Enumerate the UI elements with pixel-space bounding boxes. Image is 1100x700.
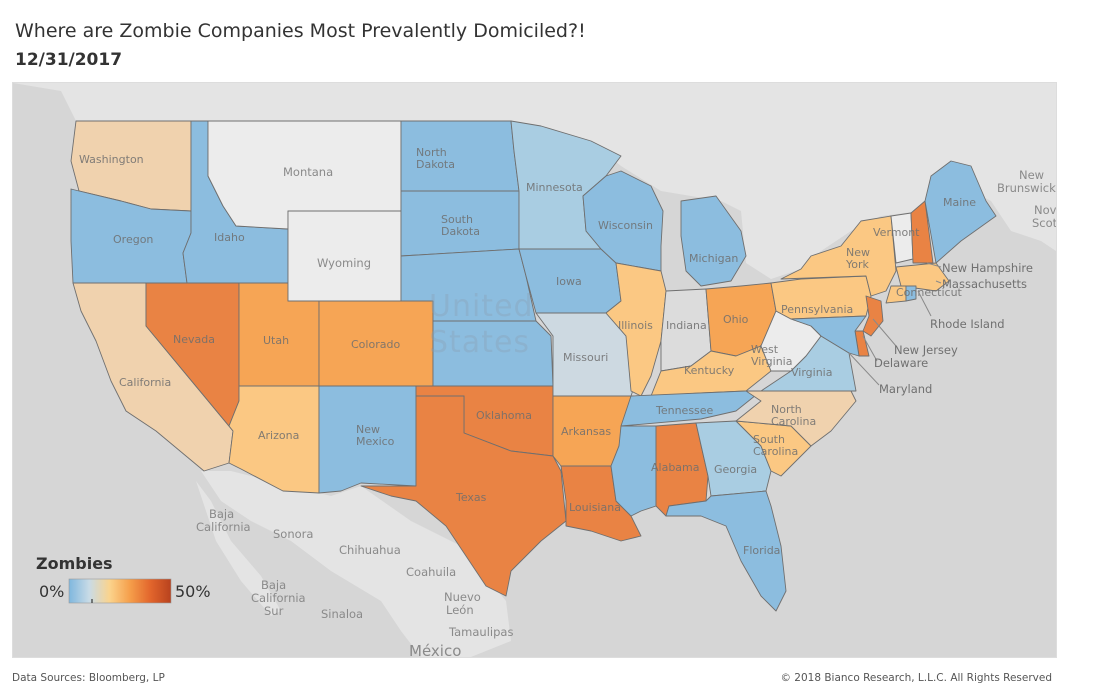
state-label-missouri: Missouri — [563, 351, 608, 364]
state-label-arizona: Arizona — [258, 429, 299, 442]
map-viewport[interactable]: Washington Oregon California Idaho Nevada Uta… — [12, 82, 1057, 658]
geo-labels: Montana Wyoming New Brunswick Nov Scot Baj… — [196, 165, 1056, 657]
legend-min-label: 0% — [39, 582, 64, 601]
states-layer — [70, 120, 997, 612]
state-label-alabama: Alabama — [651, 461, 700, 474]
state-maine[interactable] — [924, 160, 997, 264]
state-label-california: California — [119, 376, 171, 389]
state-label-west-virginia: West Virginia — [751, 343, 792, 368]
state-maryland[interactable] — [790, 315, 867, 357]
state-florida[interactable] — [665, 490, 787, 612]
callout-line-de — [862, 335, 878, 362]
label-tamaulipas: Tamaulipas — [448, 625, 513, 639]
callout-delaware: Delaware — [874, 356, 928, 370]
state-label-vermont: Vermont — [873, 226, 920, 239]
label-wyoming: Wyoming — [317, 256, 371, 270]
label-chihuahua: Chihuahua — [339, 543, 401, 557]
state-label-louisiana: Louisiana — [569, 501, 621, 514]
callouts: New Hampshire Massachusetts Rhode Island… — [848, 261, 1033, 396]
mexico-land — [201, 471, 511, 657]
state-label-ohio: Ohio — [723, 313, 749, 326]
state-label-washington: Washington — [79, 153, 144, 166]
state-label-kentucky: Kentucky — [684, 364, 735, 377]
label-new-brunswick: New Brunswick — [997, 168, 1056, 195]
legend-gradient-bar — [68, 578, 172, 604]
callout-rhode-island: Rhode Island — [930, 317, 1005, 331]
legend-title: Zombies — [36, 554, 113, 573]
state-wisconsin[interactable] — [582, 170, 664, 272]
state-label-connecticut: Connecticut — [896, 286, 963, 299]
state-label-new-york: New York — [845, 246, 870, 271]
us-state-map[interactable]: Washington Oregon California Idaho Nevada Uta… — [13, 83, 1056, 657]
state-kansas[interactable] — [432, 320, 554, 387]
label-baja-california: Baja California — [196, 507, 251, 534]
state-label-oregon: Oregon — [113, 233, 153, 246]
state-label-minnesota: Minnesota — [526, 181, 583, 194]
state-label-virginia: Virginia — [791, 366, 832, 379]
state-texas[interactable] — [360, 395, 567, 597]
state-label-maine: Maine — [943, 196, 976, 209]
state-label-tennessee: Tennessee — [655, 404, 714, 417]
state-label-pennsylvania: Pennsylvania — [781, 303, 853, 316]
state-label-texas: Texas — [455, 491, 487, 504]
callout-line-ma — [935, 280, 942, 284]
canada-land — [13, 83, 1056, 279]
color-legend: Zombies 0% 50% — [36, 554, 211, 604]
callout-maryland: Maryland — [879, 382, 932, 396]
label-sinaloa: Sinaloa — [321, 607, 363, 621]
state-label-colorado: Colorado — [351, 338, 400, 351]
label-mexico: México — [409, 642, 461, 657]
callout-line-nh — [926, 262, 942, 268]
state-label-michigan: Michigan — [689, 252, 738, 265]
footer-sources: Data Sources: Bloomberg, LP — [12, 672, 165, 684]
callout-line-md — [848, 352, 880, 386]
label-nuevo-leon: Nuevo León — [444, 590, 481, 617]
state-michigan[interactable] — [680, 195, 747, 287]
state-label-south-carolina: South Carolina — [753, 433, 798, 458]
label-united: United — [429, 289, 534, 324]
label-sonora: Sonora — [273, 527, 313, 541]
state-labels-layer: Washington Oregon California Idaho Nevada Uta… — [79, 146, 976, 557]
callout-new-jersey: New Jersey — [894, 343, 958, 357]
state-label-nevada: Nevada — [173, 333, 215, 346]
state-rhode-island[interactable] — [905, 285, 917, 302]
state-north-carolina[interactable] — [735, 390, 857, 447]
state-label-south-dakota: South Dakota — [441, 213, 480, 238]
state-label-north-dakota: North Dakota — [416, 146, 455, 171]
state-new-jersey[interactable] — [862, 295, 884, 337]
callout-new-hampshire: New Hampshire — [942, 261, 1033, 275]
state-label-oklahoma: Oklahoma — [476, 409, 532, 422]
label-montana: Montana — [283, 165, 333, 179]
label-coahuila: Coahuila — [406, 565, 456, 579]
state-label-illinois: Illinois — [618, 319, 653, 332]
state-label-iowa: Iowa — [556, 275, 582, 288]
label-baja-california-sur: Baja California Sur — [251, 578, 306, 618]
label-states: States — [429, 325, 530, 360]
legend-max-label: 50% — [175, 582, 211, 601]
page-title: Where are Zombie Companies Most Prevalen… — [15, 20, 586, 42]
footer-copyright: © 2018 Bianco Research, L.L.C. All Right… — [780, 672, 1052, 684]
label-nova-scotia: Nov Scot — [1032, 203, 1056, 230]
state-label-florida: Florida — [743, 544, 780, 557]
page-subtitle: 12/31/2017 — [15, 50, 123, 70]
state-label-arkansas: Arkansas — [561, 425, 611, 438]
state-label-wisconsin: Wisconsin — [598, 219, 653, 232]
state-label-new-mexico: New Mexico — [356, 423, 395, 448]
callout-line-nj — [872, 318, 897, 347]
state-label-georgia: Georgia — [714, 463, 757, 476]
baja-peninsula — [196, 481, 281, 616]
state-label-utah: Utah — [263, 334, 289, 347]
state-label-north-carolina: North Carolina — [771, 403, 816, 428]
callout-massachusetts: Massachusetts — [942, 277, 1027, 291]
callout-line-ri — [917, 290, 932, 317]
state-label-idaho: Idaho — [214, 231, 245, 244]
state-label-indiana: Indiana — [666, 319, 707, 332]
